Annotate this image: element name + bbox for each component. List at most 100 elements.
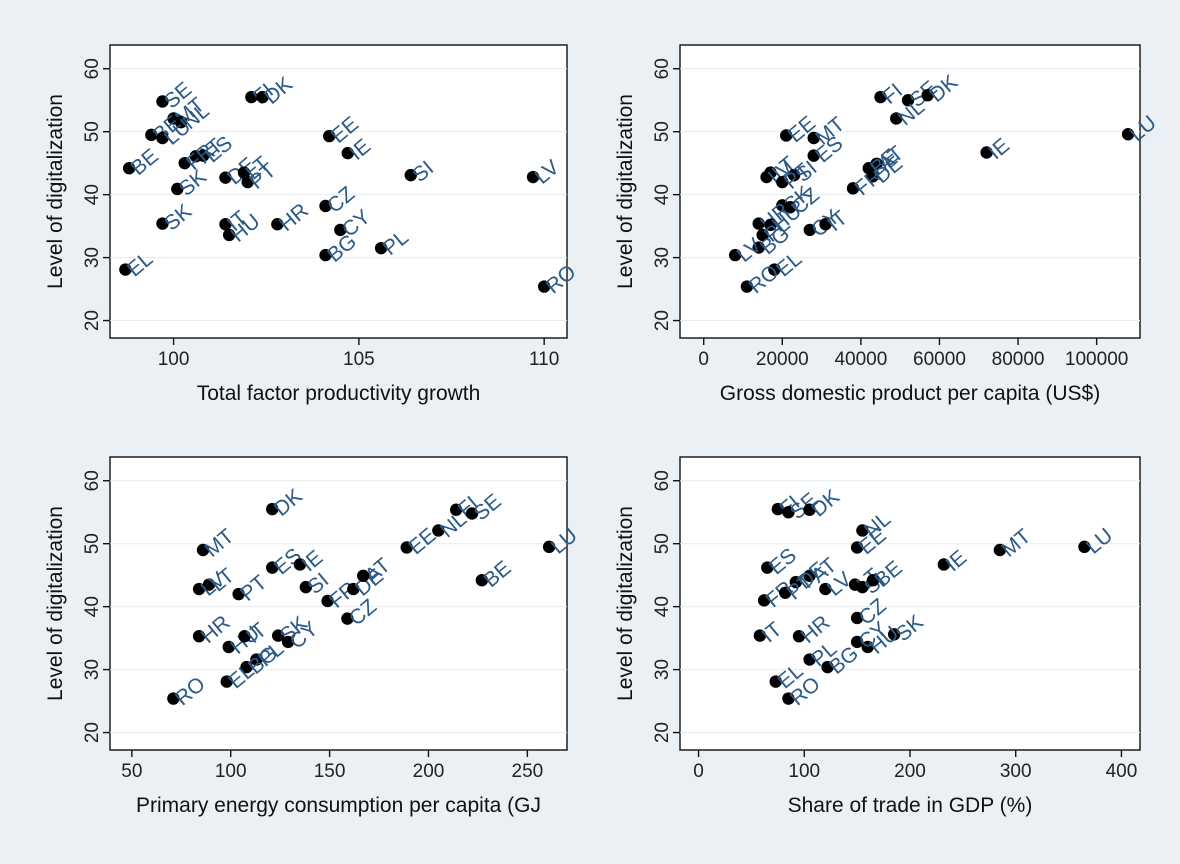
x-tick-label: 200: [413, 761, 445, 782]
data-point: [237, 166, 251, 179]
data-point: [266, 561, 279, 574]
data-point: [760, 170, 773, 184]
data-point: [740, 280, 754, 293]
data-point: [334, 223, 347, 237]
scatter-panel-4: 20 30 40 50 60 0 100 200 300 400 Share of trade in…: [614, 456, 1141, 817]
data-point: [232, 587, 245, 601]
data-point: [807, 149, 820, 162]
x-axis-title: Total factor productivity growth: [197, 382, 481, 405]
data-point: [789, 575, 803, 589]
data-point: [783, 201, 797, 214]
y-tick-label: 60: [82, 58, 103, 79]
y-tick-label: 30: [82, 247, 103, 268]
data-point: [901, 94, 915, 107]
data-point: [856, 524, 869, 537]
data-point: [993, 543, 1007, 557]
data-point: [752, 241, 765, 254]
data-point: [819, 582, 832, 596]
data-point: [271, 629, 285, 642]
data-point: [321, 594, 334, 608]
y-tick-label: 20: [652, 310, 673, 331]
data-point: [341, 146, 354, 160]
y-axis-title: Level of digitalization: [44, 506, 67, 701]
data-point: [980, 146, 993, 159]
data-point: [219, 218, 232, 231]
data-point: [156, 217, 169, 230]
data-point: [192, 582, 206, 596]
x-tick-label: 150: [314, 761, 346, 782]
data-point: [537, 280, 551, 293]
data-point: [323, 129, 336, 143]
data-point: [449, 503, 463, 516]
data-point: [145, 128, 158, 142]
x-tick-label: 100000: [1065, 349, 1128, 370]
y-tick-label: 50: [652, 121, 673, 142]
data-point: [526, 170, 540, 184]
x-axis-title: Gross domestic product per capita (US$): [720, 382, 1100, 405]
data-point: [192, 630, 206, 643]
x-tick-label: 20000: [756, 349, 809, 370]
plot-area: [679, 456, 1141, 751]
data-point: [542, 540, 556, 554]
data-point: [238, 630, 251, 643]
scatter-panel-1: 20 30 40 50 60 100 105 110 Total factor producti…: [44, 44, 581, 405]
data-point: [197, 149, 210, 162]
data-point: [293, 558, 307, 571]
y-tick-label: 30: [652, 659, 673, 680]
data-point: [856, 580, 869, 594]
data-point: [271, 218, 284, 231]
x-tick-label: 100: [788, 761, 820, 782]
y-tick-label: 40: [82, 596, 103, 617]
data-point: [222, 640, 235, 654]
data-point: [281, 635, 295, 649]
data-point: [250, 653, 263, 666]
x-tick-label: 300: [1000, 761, 1032, 782]
data-point: [780, 129, 793, 142]
data-point: [761, 561, 774, 574]
x-tick-label: 40000: [834, 349, 887, 370]
data-point: [299, 580, 313, 594]
data-point: [374, 241, 388, 255]
scatter-panel-3: 20 30 40 50 60 50 100 150 200 250 Primary energy c…: [44, 456, 582, 817]
data-point: [803, 503, 816, 516]
data-point: [807, 131, 820, 145]
data-point: [768, 263, 781, 276]
data-point: [178, 156, 191, 170]
data-point: [846, 182, 860, 195]
data-point: [819, 218, 832, 231]
data-point: [119, 263, 132, 276]
data-point: [937, 558, 951, 571]
y-axis-title: Level of digitalization: [614, 94, 637, 289]
data-point: [241, 175, 254, 189]
x-axis-title: Share of trade in GDP (%): [788, 794, 1033, 817]
y-tick-label: 40: [82, 184, 103, 205]
data-point: [756, 228, 769, 242]
data-point: [850, 611, 864, 625]
y-tick-label: 50: [82, 533, 103, 554]
data-point: [850, 635, 864, 649]
data-point: [779, 586, 792, 599]
data-point: [319, 248, 332, 262]
y-tick-label: 30: [652, 247, 673, 268]
data-point: [341, 612, 354, 625]
data-point: [222, 228, 236, 242]
data-point: [752, 217, 765, 230]
plot-area: [109, 456, 568, 751]
data-point: [1121, 128, 1135, 141]
data-point: [728, 248, 742, 262]
data-point: [465, 507, 479, 520]
x-axis-title: Primary energy consumption per capita (G…: [136, 794, 541, 817]
x-tick-label: 100: [158, 349, 190, 370]
data-point: [921, 88, 934, 102]
y-tick-label: 60: [652, 470, 673, 491]
data-point: [1078, 540, 1091, 554]
data-point: [196, 543, 210, 557]
data-point: [782, 692, 795, 705]
data-point: [404, 168, 417, 182]
data-point: [803, 653, 816, 666]
data-point: [156, 131, 169, 145]
data-point: [757, 594, 771, 607]
x-tick-label: 0: [693, 761, 704, 782]
x-tick-label: 110: [529, 349, 559, 370]
